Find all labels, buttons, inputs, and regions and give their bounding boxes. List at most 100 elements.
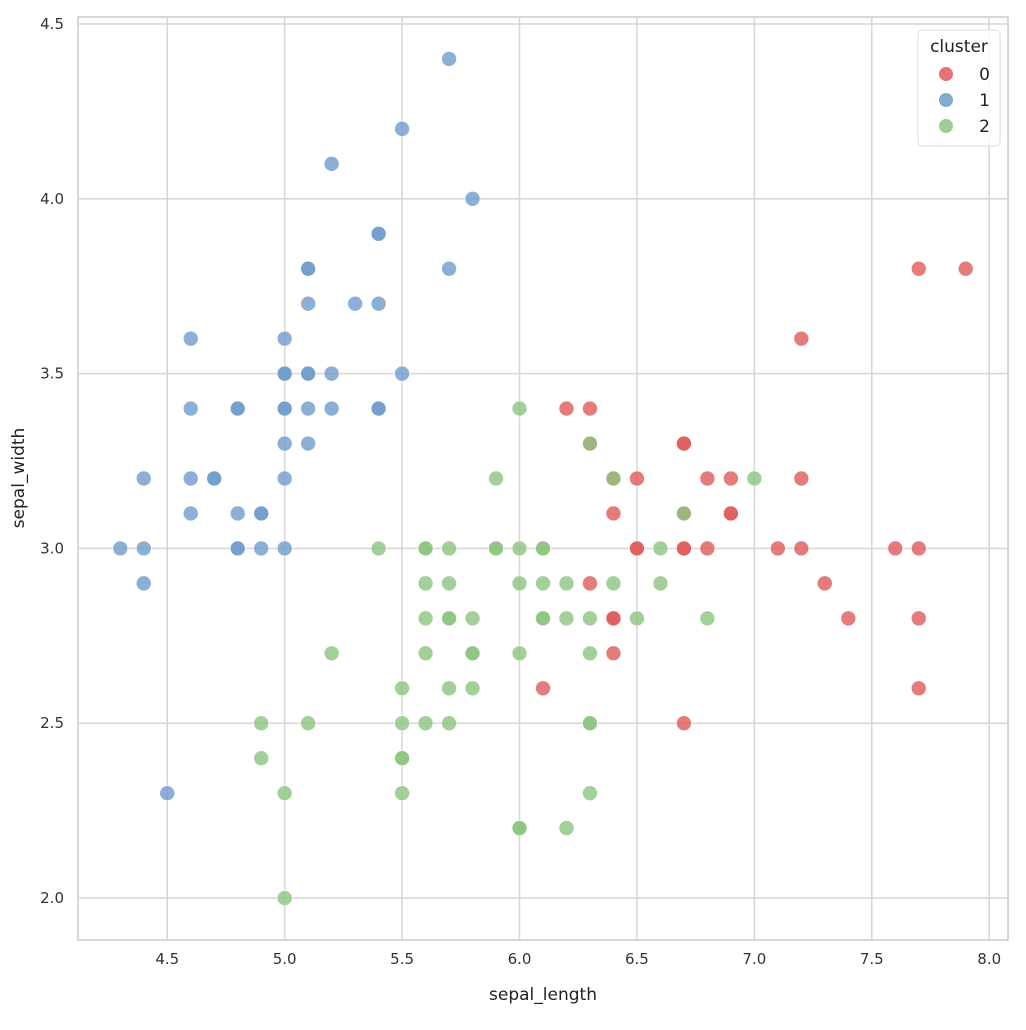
point-cluster-2: [253, 715, 269, 732]
point-cluster-1: [370, 295, 387, 312]
point-cluster-1: [253, 540, 269, 557]
point-cluster-0: [676, 540, 692, 557]
point-cluster-2: [605, 575, 622, 592]
point-cluster-0: [910, 610, 927, 627]
point-cluster-2: [746, 470, 763, 487]
point-cluster-1: [394, 365, 410, 382]
point-cluster-2: [582, 610, 598, 627]
point-cluster-1: [135, 470, 152, 487]
legend-title: cluster: [930, 37, 988, 57]
point-cluster-2: [629, 610, 645, 627]
point-cluster-0: [629, 540, 645, 557]
point-cluster-2: [441, 715, 457, 732]
point-cluster-2: [417, 715, 434, 732]
plot-area: [77, 16, 1009, 941]
point-cluster-2: [370, 540, 387, 557]
point-cluster-2: [394, 715, 410, 732]
point-cluster-2: [582, 785, 598, 801]
x-tick-label: 8.0: [977, 950, 1001, 968]
point-cluster-0: [770, 540, 786, 557]
point-cluster-2: [535, 575, 551, 592]
point-cluster-0: [535, 680, 551, 697]
point-cluster-1: [347, 295, 363, 312]
point-cluster-1: [394, 121, 410, 137]
point-cluster-0: [605, 610, 622, 627]
point-cluster-2: [535, 540, 551, 557]
point-cluster-1: [112, 540, 129, 557]
point-cluster-0: [605, 505, 622, 522]
point-cluster-0: [793, 540, 810, 557]
point-cluster-2: [441, 575, 457, 592]
y-tick-label: 3.0: [40, 539, 64, 557]
x-axis-label: sepal_length: [489, 985, 597, 1005]
point-cluster-2: [417, 540, 434, 557]
point-cluster-2: [253, 750, 269, 766]
point-cluster-1: [323, 156, 340, 172]
point-cluster-2: [441, 610, 457, 627]
point-cluster-1: [276, 540, 293, 557]
point-cluster-2: [535, 610, 551, 627]
point-cluster-2: [417, 610, 434, 627]
point-cluster-1: [370, 400, 387, 417]
point-cluster-2: [300, 715, 316, 732]
point-cluster-1: [253, 505, 269, 522]
point-cluster-2: [511, 400, 528, 417]
point-cluster-1: [300, 260, 316, 277]
point-cluster-2: [323, 645, 340, 662]
point-cluster-0: [699, 540, 716, 557]
point-cluster-2: [582, 715, 598, 732]
point-cluster-2: [441, 680, 457, 697]
legend-label-2: 2: [979, 117, 990, 137]
point-cluster-1: [135, 540, 152, 557]
point-cluster-2: [652, 575, 669, 592]
point-cluster-0: [910, 680, 927, 697]
point-cluster-0: [723, 505, 739, 522]
point-cluster-0: [582, 575, 598, 592]
point-cluster-1: [370, 225, 387, 242]
point-cluster-2: [488, 540, 504, 557]
point-cluster-2: [488, 470, 504, 487]
x-tick-label: 4.5: [155, 950, 179, 968]
y-tick-label: 4.5: [40, 15, 64, 33]
point-cluster-2: [417, 575, 434, 592]
point-cluster-2: [394, 680, 410, 697]
point-cluster-1: [300, 400, 316, 417]
y-tick-label: 4.0: [40, 190, 64, 208]
point-cluster-1: [229, 505, 246, 522]
point-cluster-1: [159, 785, 176, 801]
point-cluster-0: [957, 260, 974, 277]
point-cluster-2: [511, 575, 528, 592]
point-cluster-2: [276, 890, 293, 906]
point-cluster-0: [910, 540, 927, 557]
point-cluster-0: [676, 715, 692, 732]
x-tick-label: 6.5: [625, 950, 649, 968]
point-cluster-2: [511, 540, 528, 557]
point-cluster-1: [323, 365, 340, 382]
point-cluster-1: [441, 51, 457, 67]
point-cluster-1: [300, 435, 316, 452]
point-cluster-1: [135, 575, 152, 592]
point-cluster-1: [182, 330, 199, 347]
y-axis-label: sepal_width: [9, 428, 29, 529]
point-cluster-0: [699, 470, 716, 487]
point-cluster-1: [300, 295, 316, 312]
point-cluster-0: [723, 470, 739, 487]
point-cluster-0: [793, 330, 810, 347]
point-cluster-2: [276, 785, 293, 801]
point-cluster-1: [464, 191, 481, 207]
point-cluster-2: [558, 575, 575, 592]
point-cluster-2: [417, 645, 434, 662]
point-cluster-1: [229, 400, 246, 417]
x-tick-label: 7.5: [860, 950, 884, 968]
point-cluster-0: [676, 435, 692, 452]
y-tick-label: 2.5: [40, 714, 64, 732]
point-cluster-0: [887, 540, 904, 557]
point-cluster-1: [323, 400, 340, 417]
point-cluster-2: [394, 785, 410, 801]
point-cluster-2: [582, 645, 598, 662]
point-cluster-2: [441, 540, 457, 557]
legend: cluster 0 1 2: [917, 29, 1001, 147]
point-cluster-2: [652, 540, 669, 557]
point-cluster-0: [605, 645, 622, 662]
